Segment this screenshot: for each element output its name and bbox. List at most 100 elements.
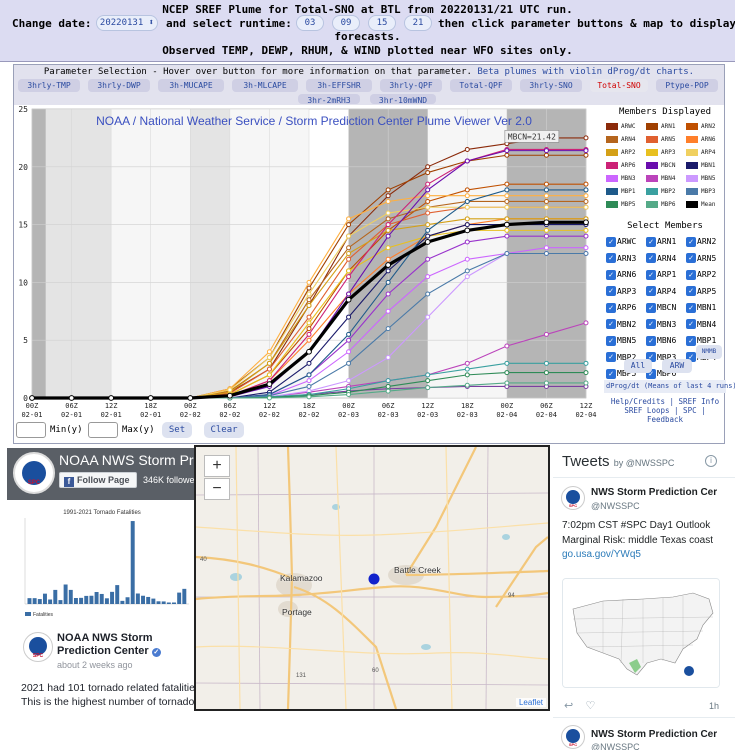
- help-credits-links[interactable]: Help/Credits | SREF Info: [610, 397, 720, 406]
- tweet-link[interactable]: go.usa.gov/YWq5: [562, 549, 641, 560]
- member-checkbox-arp6[interactable]: ✓ ARP6: [606, 301, 636, 315]
- point-mbcn: [504, 148, 510, 154]
- point-arwc: [464, 146, 470, 152]
- param-button-total-sno[interactable]: Total-SNO: [590, 79, 648, 92]
- checkmark-icon: ✓: [606, 335, 616, 346]
- follow-page-button[interactable]: f Follow Page: [59, 472, 137, 488]
- member-checkbox-mbn4[interactable]: ✓ MBN4: [686, 318, 716, 332]
- member-checkbox-arn3[interactable]: ✓ ARN3: [606, 252, 636, 266]
- member-checkbox-mbn1[interactable]: ✓ MBN1: [686, 301, 716, 315]
- x-tick-label: 02-02: [298, 411, 319, 419]
- tweet-handle-2[interactable]: @NWSSPC: [591, 742, 640, 750]
- tweets-by-handle[interactable]: by @NWSSPC: [613, 458, 675, 468]
- zoom-in-button[interactable]: +: [204, 455, 230, 477]
- post-avatar[interactable]: SPC: [23, 632, 53, 662]
- member-checkbox-mbp1[interactable]: ✓ MBP1: [686, 334, 716, 348]
- member-checkbox-arn6[interactable]: ✓ ARN6: [606, 268, 636, 282]
- zoom-out-button[interactable]: −: [204, 478, 230, 500]
- member-checkbox-mbp3[interactable]: ✓ MBP3: [646, 351, 676, 365]
- select-all-button[interactable]: All: [624, 359, 652, 373]
- member-checkbox-arp3[interactable]: ✓ ARP3: [606, 285, 636, 299]
- min-y-input[interactable]: [16, 422, 46, 438]
- checkbox-label: ARP5: [697, 286, 717, 296]
- tweet-text-line1: 7:02pm CST #SPC Day1 Outlook: [562, 520, 711, 531]
- checkmark-icon: ✓: [646, 352, 656, 362]
- clear-button[interactable]: Clear: [204, 422, 244, 438]
- select-arw-button[interactable]: ARW: [662, 359, 692, 373]
- checkbox-label: ARN4: [657, 253, 677, 263]
- reply-icon[interactable]: ↩: [564, 700, 574, 712]
- member-checkbox-arn4[interactable]: ✓ ARN4: [646, 252, 676, 266]
- member-checkbox-arp5[interactable]: ✓ ARP5: [686, 285, 716, 299]
- legend-label: MBP1: [621, 188, 636, 195]
- tweet-time[interactable]: 1h: [709, 701, 720, 711]
- member-checkbox-mbp6[interactable]: ✓ MBP6: [646, 367, 676, 381]
- runtime-03[interactable]: 03: [296, 15, 324, 31]
- runtime-15[interactable]: 15: [368, 15, 396, 31]
- tweet-author-2[interactable]: NWS Storm Prediction Cer: [591, 729, 718, 740]
- post-time[interactable]: about 2 weeks ago: [57, 660, 133, 670]
- runtime-21[interactable]: 21: [404, 15, 432, 31]
- member-checkbox-arp2[interactable]: ✓ ARP2: [686, 268, 716, 282]
- param-button-3hrly-qpf[interactable]: 3hrly-QPF: [380, 79, 442, 92]
- road-label-94: 94: [508, 593, 515, 599]
- param-button-3h-effshr[interactable]: 3h-EFFSHR: [306, 79, 372, 92]
- feedback-link[interactable]: Feedback: [646, 415, 684, 424]
- info-icon[interactable]: i: [705, 455, 717, 467]
- runtime-09[interactable]: 09: [332, 15, 360, 31]
- site-map[interactable]: 40 94 60 131 + − Kalamazoo Battle Creek …: [194, 445, 550, 711]
- tweet-outlook-map[interactable]: [562, 578, 720, 688]
- member-checkbox-arn2[interactable]: ✓ ARN2: [686, 235, 716, 249]
- param-button-3hrly-sno[interactable]: 3hrly-SNO: [520, 79, 582, 92]
- point-mbn3: [543, 245, 549, 251]
- member-checkbox-arwc[interactable]: ✓ ARWC: [606, 235, 636, 249]
- beta-plumes-link[interactable]: Beta plumes with violin dProg/dt charts.: [477, 67, 695, 77]
- map-canvas[interactable]: 40 94 60 131: [196, 447, 548, 709]
- point-mbp6: [306, 394, 312, 400]
- param-button-ptype-pop[interactable]: Ptype-POP: [656, 79, 718, 92]
- tweets-divider-2: [553, 717, 735, 718]
- member-checkbox-arn5[interactable]: ✓ ARN5: [686, 252, 716, 266]
- param-button-3hrly-tmp[interactable]: 3hrly-TMP: [18, 79, 80, 92]
- member-checkbox-arn1[interactable]: ✓ ARN1: [646, 235, 676, 249]
- param-button-3hr-2mrh3[interactable]: 3hr-2mRH3: [298, 94, 360, 104]
- checkmark-icon: ✓: [606, 319, 616, 329]
- checkmark-icon: ✓: [646, 286, 656, 296]
- heart-icon[interactable]: ♡: [585, 700, 596, 712]
- facebook-page-name[interactable]: NOAA NWS Storm Pr...: [59, 452, 197, 468]
- dprog-dt-link[interactable]: dProg/dt (Means of last 4 runs): [604, 380, 735, 393]
- post-author[interactable]: NOAA NWS Storm Prediction Center ✓: [57, 632, 161, 657]
- x-tick-label: 06Z: [224, 402, 237, 410]
- sref-loops-links[interactable]: SREF Loops | SPC |: [624, 406, 706, 415]
- point-mbp1: [346, 331, 352, 337]
- param-button-3h-mucape[interactable]: 3h-MUCAPE: [158, 79, 224, 92]
- param-button-3hr-10mwnd[interactable]: 3hr-10mWND: [370, 94, 436, 104]
- plume-chart[interactable]: 051015202500Z02-0106Z02-0112Z02-0118Z02-…: [14, 105, 604, 419]
- member-checkbox-arp1[interactable]: ✓ ARP1: [646, 268, 676, 282]
- member-checkbox-mbn3[interactable]: ✓ MBN3: [646, 318, 676, 332]
- tweet-avatar[interactable]: SPC: [561, 486, 585, 510]
- member-checkbox-mbn6[interactable]: ✓ MBN6: [646, 334, 676, 348]
- member-checkbox-mbcn[interactable]: ✓ MBCN: [646, 301, 676, 315]
- member-checkbox-mbp5[interactable]: ✓ MBP5: [606, 367, 636, 381]
- leaflet-attribution[interactable]: Leaflet: [515, 698, 546, 707]
- select-nmmb-button[interactable]: NMMB: [696, 345, 722, 359]
- param-button-3h-mlcape[interactable]: 3h-MLCAPE: [232, 79, 298, 92]
- tweet-handle[interactable]: @NWSSPC: [591, 501, 640, 511]
- param-button-3hrly-dwp[interactable]: 3hrly-DWP: [88, 79, 150, 92]
- member-checkbox-arp4[interactable]: ✓ ARP4: [646, 285, 676, 299]
- tweet-avatar-2[interactable]: SPC: [561, 725, 585, 749]
- param-button-total-qpf[interactable]: Total-QPF: [450, 79, 512, 92]
- legend-item-mbp6: MBP6: [646, 199, 686, 210]
- member-checkbox-mbn5[interactable]: ✓ MBN5: [606, 334, 636, 348]
- legend-label: MBP2: [661, 188, 676, 195]
- member-checkbox-mbn2[interactable]: ✓ MBN2: [606, 318, 636, 332]
- date-select[interactable]: 20220131 ⬍: [96, 15, 158, 31]
- tornado-fatalities-chart[interactable]: 1991-2021 Tornado Fatalities Fatalities: [11, 504, 193, 622]
- member-checkbox-mbp2[interactable]: ✓ MBP2: [606, 351, 636, 365]
- x-tick-label: 02-02: [219, 411, 240, 419]
- tweet-author[interactable]: NWS Storm Prediction Cer: [591, 487, 718, 498]
- set-button[interactable]: Set: [162, 422, 192, 438]
- city-portage: Portage: [282, 607, 312, 617]
- max-y-input[interactable]: [88, 422, 118, 438]
